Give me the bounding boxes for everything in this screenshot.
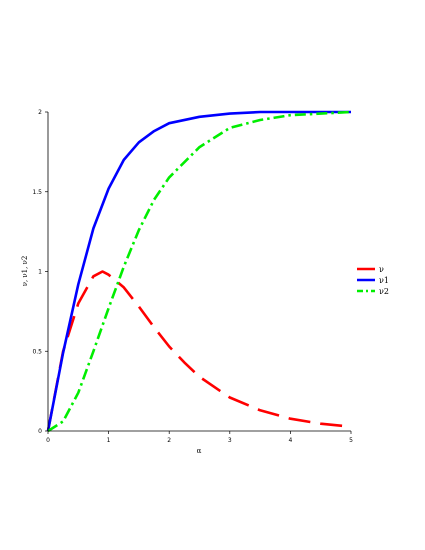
- y-tick-label: 1: [38, 269, 42, 276]
- y-axis-title: ν, ν1, ν2: [21, 256, 29, 287]
- y-tick-label: 1.5: [32, 189, 42, 196]
- x-tick-label: 5: [349, 437, 353, 444]
- x-tick-label: 4: [288, 437, 292, 444]
- y-tick-label: 2: [38, 109, 42, 116]
- x-tick-label: 0: [46, 437, 50, 444]
- x-tick-label: 2: [167, 437, 171, 444]
- legend-label-1: ν: [379, 265, 384, 274]
- legend: ν ν1 ν2: [354, 261, 392, 301]
- x-axis-title: α: [197, 447, 202, 455]
- legend-label-3: ν2: [379, 287, 389, 296]
- series-line-2: [46, 110, 351, 432]
- axes-layer: [47, 112, 351, 432]
- y-tick-label: 0: [38, 428, 42, 435]
- series-line-1: [46, 270, 352, 432]
- x-tick-label: 3: [228, 437, 232, 444]
- ticks-layer: 0 1 2 3 4 5 0 0.5 1 1.5 2: [32, 109, 353, 444]
- legend-label-2: ν1: [379, 276, 389, 285]
- x-tick-label: 1: [107, 437, 111, 444]
- y-tick-label: 0.5: [32, 348, 42, 355]
- series-line-3: [47, 110, 352, 433]
- series-layer: [46, 110, 352, 433]
